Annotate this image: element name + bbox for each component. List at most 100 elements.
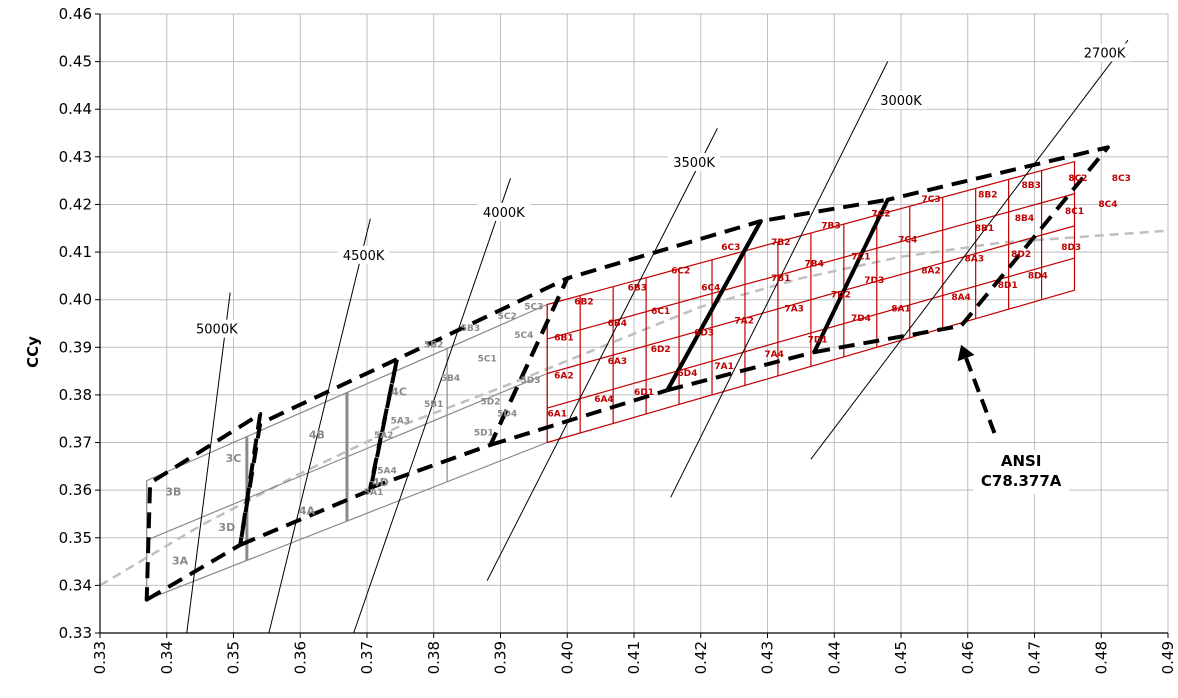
x-tick-label: 0.33	[91, 641, 109, 674]
bin-label: 8B2	[978, 190, 997, 200]
bin-label: 8D2	[1011, 250, 1031, 260]
bin-label: 5B4	[441, 374, 460, 384]
bin-label: 7D3	[864, 276, 884, 286]
planckian-locus-curve	[100, 229, 1168, 587]
y-tick-label: 0.33	[59, 624, 92, 642]
bin-label: 5B1	[424, 400, 443, 410]
plot-area	[100, 39, 1168, 633]
bin-label: 7C1	[851, 252, 870, 262]
bin-label: 8C2	[1068, 174, 1087, 184]
x-tick-label: 0.34	[158, 641, 176, 674]
annotation-bg	[973, 449, 1070, 494]
bin-label: 4B	[309, 428, 325, 441]
bin-label: 6A1	[547, 409, 567, 419]
x-tick-label: 0.45	[892, 641, 910, 674]
bin-label: 8D3	[1061, 243, 1081, 253]
x-tick-label: 0.44	[825, 641, 843, 674]
bin-label: 8A2	[921, 267, 941, 277]
cct-line-2700k	[810, 39, 1129, 460]
bin-label: 6B2	[574, 298, 593, 308]
bin-label: 7A2	[734, 317, 754, 327]
red-bin-divider	[547, 225, 1075, 375]
y-axis-title: CCy	[24, 336, 42, 368]
bin-label: 7B3	[821, 221, 840, 231]
ansi-annotation-line1: ANSI	[1001, 452, 1042, 470]
x-tick-label: 0.40	[558, 641, 576, 674]
x-tick-label: 0.46	[959, 641, 977, 674]
bin-label: 8A1	[891, 305, 911, 315]
cct-line-3000k	[670, 61, 889, 498]
y-tick-label: 0.44	[59, 100, 92, 118]
bin-label: 4C	[391, 386, 407, 399]
x-tick-label: 0.43	[759, 641, 777, 674]
bin-label: 6C1	[651, 307, 670, 317]
ansi-quadrangle	[665, 197, 890, 393]
x-tick-label: 0.48	[1092, 641, 1110, 674]
labels-layer: 5000K 4500K 4000K 3500K 3000K 2700K 3A 3B 3C 3D 4A…	[165, 43, 1131, 568]
cct-label-bg	[337, 245, 390, 264]
bin-label: 6D1	[634, 388, 654, 398]
cct-label: 3500K	[673, 156, 715, 171]
bin-label: 8C3	[1112, 174, 1131, 184]
y-tick-label: 0.41	[59, 243, 92, 261]
cct-line-4500k	[268, 218, 371, 633]
x-tick-label: 0.37	[358, 641, 376, 674]
bin-label: 4A	[299, 505, 316, 518]
bin-label: 7C3	[921, 195, 940, 205]
cct-label-bg	[1078, 43, 1131, 62]
cct-label: 3000K	[880, 94, 922, 109]
bin-label: 3C	[226, 452, 242, 465]
y-tick-label: 0.40	[59, 291, 92, 309]
x-tick-label: 0.36	[291, 641, 309, 674]
bin-label: 7D4	[851, 314, 871, 324]
axes: 0.33 0.34 0.35 0.36 0.37 0.38 0.39 0.40 0.41 0.42…	[24, 5, 1177, 674]
x-tick-label: 0.35	[225, 641, 243, 674]
ansi-arrow-shaft	[964, 357, 997, 434]
bin-label: 5C3	[524, 302, 543, 312]
bin-label: 7B1	[771, 274, 790, 284]
bin-label: 5D4	[497, 409, 517, 419]
bin-label: 7B2	[771, 238, 790, 248]
y-tick-label: 0.37	[59, 434, 92, 452]
y-tick-label: 0.38	[59, 386, 92, 404]
bin-label: 8B4	[1015, 214, 1034, 224]
cct-label-bg	[477, 202, 530, 221]
y-tick-label: 0.35	[59, 529, 92, 547]
bin-label: 4D	[372, 476, 389, 489]
bin-label: 6C4	[701, 283, 720, 293]
cct-line-4000k	[353, 178, 511, 633]
cct-label: 2700K	[1084, 46, 1126, 61]
x-tick-label: 0.38	[425, 641, 443, 674]
bin-label: 5A4	[377, 467, 397, 477]
x-tick-label: 0.39	[492, 641, 510, 674]
y-tick-label: 0.45	[59, 53, 92, 71]
bin-label: 5A2	[374, 431, 394, 441]
bin-label: 5C1	[478, 355, 497, 365]
bin-label: 6A2	[554, 371, 574, 381]
cct-label: 4000K	[483, 206, 525, 221]
bin-label: 7D1	[808, 336, 828, 346]
cct-label-bg	[190, 319, 243, 338]
bin-label: 7A3	[784, 305, 804, 315]
bin-label: 5B3	[461, 324, 480, 334]
bin-label: 8B1	[975, 224, 994, 234]
bin-label: 5C4	[514, 331, 533, 341]
red-bin-divider	[547, 193, 1075, 340]
cct-label: 4500K	[343, 249, 385, 264]
bin-label: 5D3	[521, 376, 541, 386]
bin-label: 6A3	[608, 357, 628, 367]
cct-line-5000k	[186, 292, 231, 633]
bin-label: 6C2	[671, 267, 690, 277]
bin-label: 6B1	[554, 333, 573, 343]
red-bin-divider	[547, 257, 1075, 409]
bin-label: 7C2	[871, 209, 890, 219]
bin-label: 6D3	[694, 329, 714, 339]
ansi-quadrangle	[144, 412, 263, 602]
ansi-quadrangle	[488, 219, 763, 447]
bin-label: 8C1	[1065, 207, 1084, 217]
bin-label: 7C4	[898, 236, 917, 246]
bin-label: 7D2	[831, 290, 851, 300]
bin-label: 6D2	[651, 345, 671, 355]
